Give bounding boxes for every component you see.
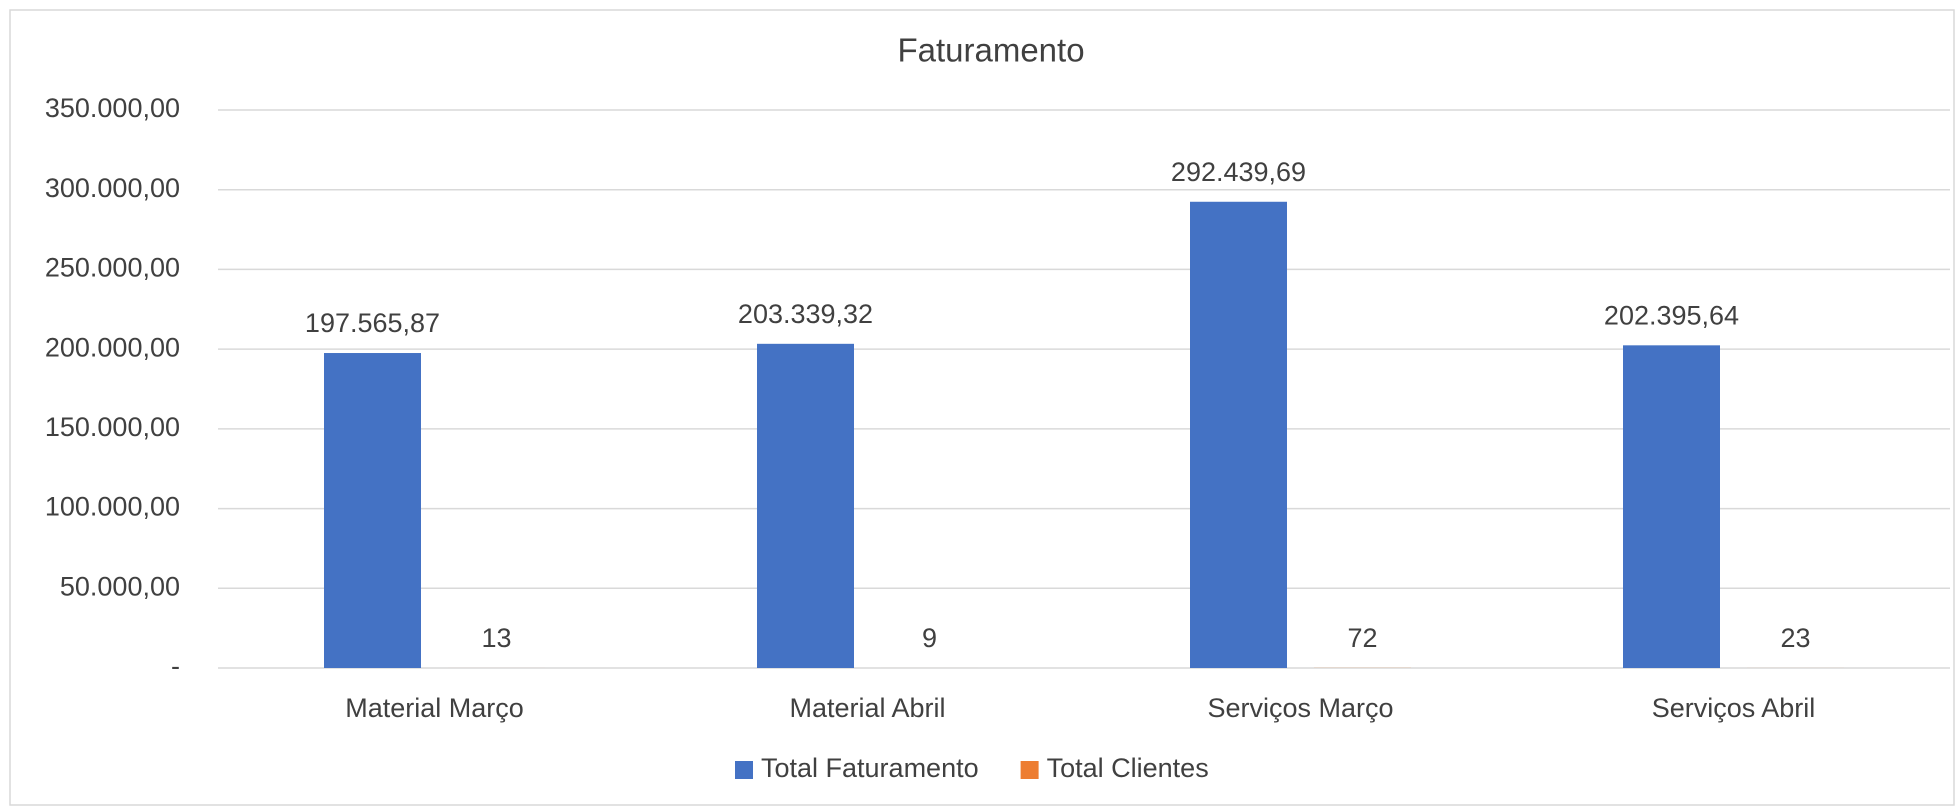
data-label: 23	[1780, 623, 1810, 653]
legend-label: Total Faturamento	[761, 753, 979, 783]
y-tick-label: 100.000,00	[45, 492, 180, 522]
y-tick-label: 300.000,00	[45, 173, 180, 203]
data-label: 197.565,87	[305, 308, 440, 338]
legend-label: Total Clientes	[1047, 753, 1209, 783]
data-label: 292.439,69	[1171, 157, 1306, 187]
chart-title: Faturamento	[897, 32, 1084, 69]
data-label: 13	[481, 623, 511, 653]
x-tick-label: Material Abril	[789, 693, 945, 723]
bar	[757, 343, 854, 668]
x-tick-label: Material Março	[345, 693, 524, 723]
x-tick-label: Serviços Março	[1207, 693, 1393, 723]
y-tick-label: 50.000,00	[60, 571, 180, 601]
y-tick-label: 200.000,00	[45, 332, 180, 362]
legend-swatch	[1020, 761, 1039, 779]
y-tick-label: 150.000,00	[45, 412, 180, 442]
bar	[1623, 345, 1720, 668]
y-tick-label: -	[171, 651, 180, 681]
bar	[1190, 201, 1287, 668]
data-label: 72	[1347, 623, 1377, 653]
legend-swatch	[735, 761, 753, 779]
y-tick-label: 350.000,00	[45, 93, 180, 123]
bar	[324, 353, 421, 668]
data-label: 202.395,64	[1604, 300, 1739, 330]
y-tick-label: 250.000,00	[45, 253, 180, 283]
data-label: 203.339,32	[738, 299, 873, 329]
x-tick-label: Serviços Abril	[1652, 693, 1816, 723]
data-label: 9	[922, 623, 937, 653]
